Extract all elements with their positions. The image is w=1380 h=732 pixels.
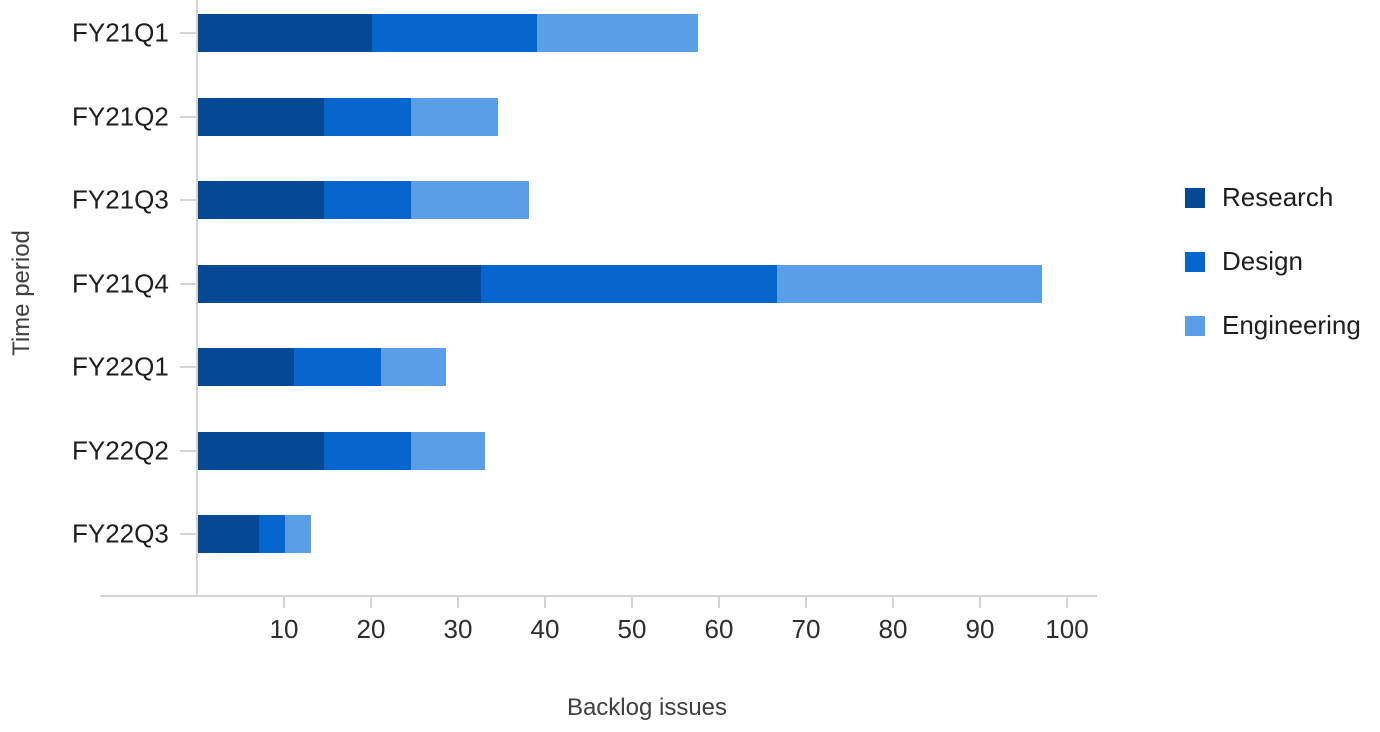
bar-segment-research [198, 431, 325, 470]
bar-segment-research [198, 181, 325, 219]
x-tick [370, 595, 372, 608]
x-tick-label: 50 [617, 614, 647, 644]
category-tick [180, 32, 196, 34]
x-tick-label: 100 [1045, 614, 1089, 644]
category-tick [180, 115, 196, 118]
bar-segment-design [324, 97, 412, 136]
bar-stack [198, 264, 1042, 303]
category-label: FY21Q3 [72, 184, 169, 215]
category-tick [180, 282, 196, 285]
bar-row-fy21q2: FY21Q2 [0, 97, 1380, 136]
bar-segment-research [198, 515, 259, 553]
legend-label: Design [1222, 246, 1303, 276]
x-tick [979, 595, 981, 608]
category-label: FY22Q2 [72, 435, 169, 465]
category-tick [180, 366, 196, 368]
legend-swatch-design [1185, 251, 1205, 272]
bar-segment-research [198, 264, 481, 303]
bar-segment-design [324, 431, 412, 470]
bar-segment-research [198, 97, 325, 136]
y-axis-title: Time period [8, 230, 35, 356]
bar-row-fy22q3: FY22Q3 [0, 515, 1380, 553]
bar-segment-design [293, 348, 381, 386]
x-tick-label: 90 [965, 614, 995, 644]
legend-label: Engineering [1222, 310, 1361, 340]
bar-segment-design [372, 14, 538, 52]
x-tick-label: 70 [791, 614, 821, 644]
y-axis-line [196, 0, 198, 597]
x-tick-label: 30 [443, 614, 473, 644]
x-tick-label: 10 [269, 614, 299, 644]
x-tick [1066, 595, 1068, 608]
bar-segment-research [198, 348, 294, 386]
x-tick [718, 595, 720, 608]
bar-stack [198, 181, 529, 219]
category-label: FY21Q4 [72, 268, 169, 298]
bar-segment-design [258, 515, 285, 553]
bar-row-fy21q4: FY21Q4 [0, 264, 1380, 303]
x-axis-title: Backlog issues [566, 694, 728, 721]
legend-item-research: Research [1185, 182, 1361, 213]
bar-row-fy21q3: FY21Q3 [0, 181, 1380, 219]
category-label: FY22Q3 [72, 518, 169, 549]
bar-segment-engineering [411, 97, 499, 136]
legend: Research Design Engineering [1185, 182, 1361, 374]
bar-segment-engineering [380, 348, 446, 386]
x-tick [457, 595, 459, 608]
x-tick-label: 80 [878, 614, 908, 644]
x-tick-label: 40 [530, 614, 560, 644]
bar-row-fy22q1: FY22Q1 [0, 348, 1380, 386]
x-tick-label: 20 [356, 614, 386, 644]
x-tick-label: 60 [704, 614, 734, 644]
bar-row-fy22q2: FY22Q2 [0, 431, 1380, 470]
legend-item-design: Design [1185, 246, 1361, 277]
category-label: FY21Q1 [72, 17, 169, 48]
bar-segment-research [198, 14, 372, 52]
x-tick [805, 595, 807, 608]
bar-stack [198, 431, 486, 470]
bar-segment-engineering [537, 14, 699, 52]
bar-segment-engineering [411, 181, 529, 219]
category-label: FY21Q2 [72, 101, 169, 131]
category-tick [180, 449, 196, 452]
bar-stack [198, 97, 499, 136]
bar-stack [198, 348, 446, 386]
bar-segment-engineering [411, 431, 486, 470]
legend-swatch-engineering [1185, 315, 1205, 336]
bar-segment-engineering [284, 515, 312, 553]
bar-row-fy21q1: FY21Q1 [0, 14, 1380, 52]
bar-stack [198, 14, 699, 52]
bar-segment-engineering [776, 264, 1042, 303]
x-axis-line [100, 595, 1097, 597]
legend-label: Research [1222, 182, 1334, 212]
x-tick [283, 595, 285, 608]
legend-swatch-research [1185, 187, 1205, 208]
legend-item-engineering: Engineering [1185, 310, 1361, 341]
bar-segment-design [480, 264, 777, 303]
bar-segment-design [324, 181, 412, 219]
x-tick [892, 595, 894, 608]
x-tick [544, 595, 546, 608]
x-tick [631, 595, 633, 608]
category-tick [180, 533, 196, 535]
category-label: FY22Q1 [72, 351, 169, 382]
category-tick [180, 199, 196, 201]
bar-stack [198, 515, 312, 553]
